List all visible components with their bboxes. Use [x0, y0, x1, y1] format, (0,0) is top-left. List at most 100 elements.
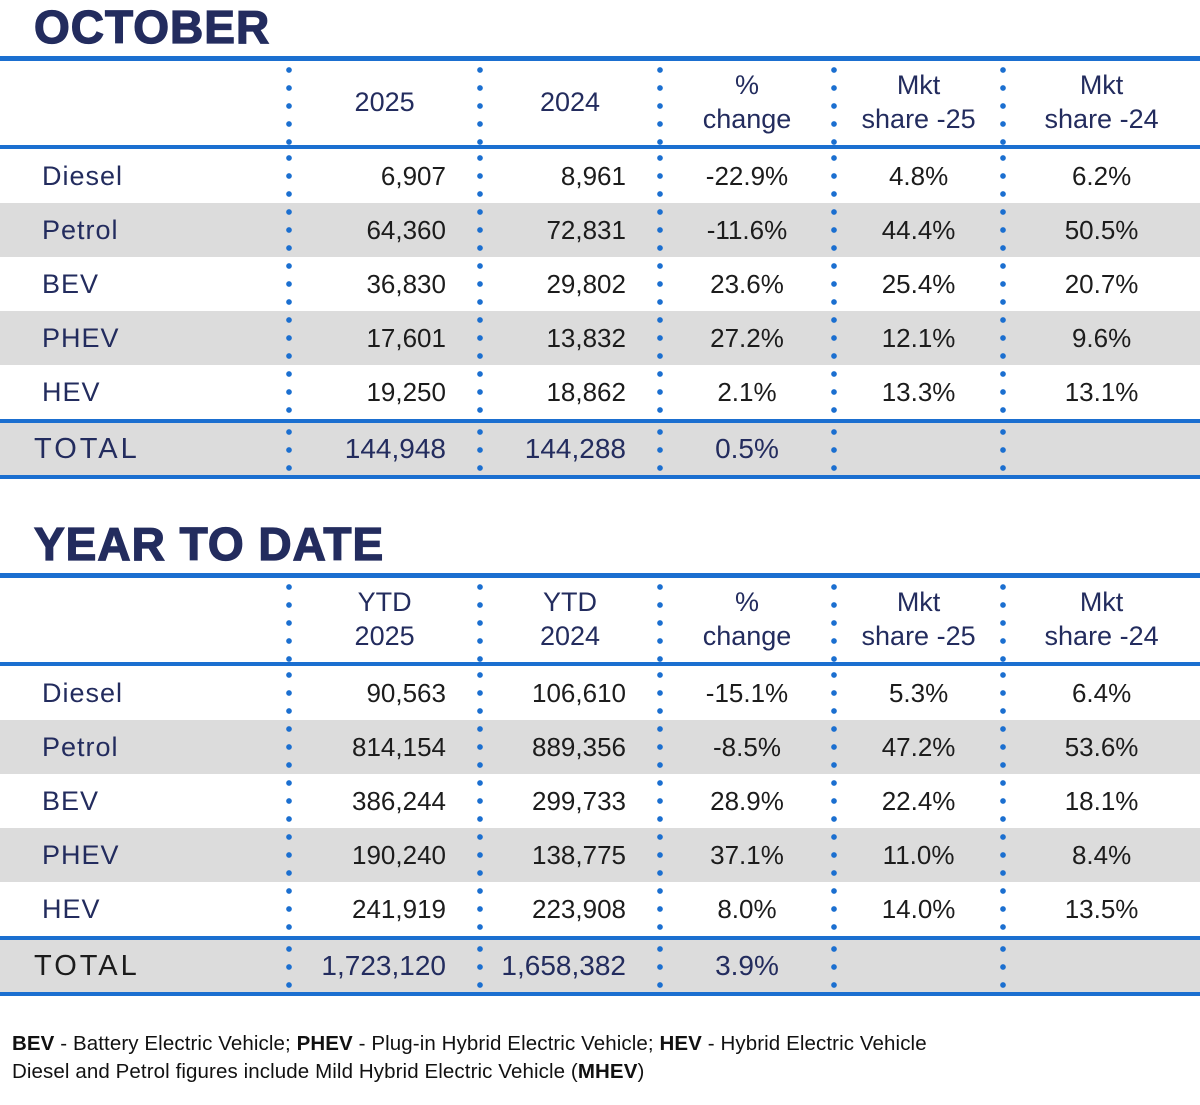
cell-mkt-share-25: 47.2%	[830, 720, 1003, 774]
cell-value-2025: 36,830	[286, 257, 480, 311]
cell-value-2025: 17,601	[286, 311, 480, 365]
cell-pct-change: -15.1%	[656, 666, 834, 720]
cell-mkt-share-25: 13.3%	[830, 365, 1003, 419]
cell-value-ytd-2024: 223,908	[476, 882, 660, 936]
total-pct-change: 3.9%	[656, 940, 834, 992]
cell-mkt-share-25: 14.0%	[830, 882, 1003, 936]
column-header-mkt-share-24: Mkt share -24	[1000, 61, 1200, 145]
total-value-2025: 144,948	[286, 423, 480, 475]
table-row-phev: PHEV 190,240 138,775 37.1% 11.0% 8.4%	[0, 828, 1200, 882]
cell-value-ytd-2025: 241,919	[286, 882, 480, 936]
total-value-ytd-2025: 1,723,120	[286, 940, 480, 992]
footnote-text: - Battery Electric Vehicle;	[54, 1032, 297, 1055]
cell-value-2024: 13,832	[476, 311, 660, 365]
footnote-text: Diesel and Petrol figures include Mild H…	[12, 1060, 578, 1084]
table-row-petrol: Petrol 814,154 889,356 -8.5% 47.2% 53.6%	[0, 720, 1200, 774]
footnote-term-bev: BEV	[12, 1032, 55, 1055]
cell-mkt-share-25: 5.3%	[830, 666, 1003, 720]
cell-pct-change: 27.2%	[656, 311, 834, 365]
header-empty-cell	[0, 578, 289, 662]
cell-pct-change: 28.9%	[656, 774, 834, 828]
ytd-header-row: YTD 2025 YTD 2024 % change Mkt share -25…	[0, 578, 1200, 666]
cell-value-2024: 29,802	[476, 257, 660, 311]
cell-pct-change: -22.9%	[656, 149, 834, 203]
footnote-term-hev: HEV	[659, 1032, 702, 1055]
october-header-row: 2025 2024 % change Mkt share -25 Mkt sha…	[0, 61, 1200, 149]
cell-value-ytd-2025: 386,244	[286, 774, 480, 828]
column-header-ytd-2024: YTD 2024	[476, 578, 660, 662]
cell-mkt-share-25: 4.8%	[830, 149, 1003, 203]
table-row-bev: BEV 386,244 299,733 28.9% 22.4% 18.1%	[0, 774, 1200, 828]
cell-pct-change: 37.1%	[656, 828, 834, 882]
cell-value-2025: 19,250	[286, 365, 480, 419]
october-table: 2025 2024 % change Mkt share -25 Mkt sha…	[0, 56, 1200, 479]
cell-mkt-share-25: 12.1%	[830, 311, 1003, 365]
row-label: BEV	[42, 785, 100, 816]
column-header-pct-change: % change	[656, 61, 834, 145]
total-mkt-share-25	[830, 423, 1003, 475]
cell-mkt-share-24: 8.4%	[1000, 828, 1200, 882]
footnote-text: - Hybrid Electric Vehicle	[701, 1032, 927, 1055]
row-label: HEV	[42, 376, 101, 407]
row-label: Petrol	[42, 214, 119, 245]
total-mkt-share-24	[1000, 940, 1200, 992]
cell-mkt-share-24: 13.1%	[1000, 365, 1200, 419]
footnote-text: )	[637, 1060, 645, 1084]
cell-value-2025: 64,360	[286, 203, 480, 257]
table-row-bev: BEV 36,830 29,802 23.6% 25.4% 20.7%	[0, 257, 1200, 311]
table-row-hev: HEV 19,250 18,862 2.1% 13.3% 13.1%	[0, 365, 1200, 419]
column-header-mkt-share-25: Mkt share -25	[830, 61, 1003, 145]
cell-mkt-share-25: 22.4%	[830, 774, 1003, 828]
table-row-diesel: Diesel 6,907 8,961 -22.9% 4.8% 6.2%	[0, 149, 1200, 203]
footnote-term-phev: PHEV	[296, 1032, 353, 1055]
cell-mkt-share-25: 25.4%	[830, 257, 1003, 311]
section-title-october: OCTOBER	[33, 1, 271, 53]
table-row-total: TOTAL 1,723,120 1,658,382 3.9%	[0, 936, 1200, 992]
cell-mkt-share-24: 13.5%	[1000, 882, 1200, 936]
cell-value-ytd-2024: 889,356	[476, 720, 660, 774]
cell-mkt-share-24: 53.6%	[1000, 720, 1200, 774]
total-pct-change: 0.5%	[656, 423, 834, 475]
column-header-mkt-share-25: Mkt share -25	[830, 578, 1003, 662]
column-header-ytd-2025: YTD 2025	[286, 578, 480, 662]
cell-value-ytd-2024: 106,610	[476, 666, 660, 720]
cell-value-ytd-2025: 814,154	[286, 720, 480, 774]
total-mkt-share-25	[830, 940, 1003, 992]
footnote: BEV - Battery Electric Vehicle; PHEV - P…	[12, 1030, 1200, 1087]
section-title-year-to-date: YEAR TO DATE	[33, 518, 385, 570]
row-label: HEV	[42, 893, 101, 924]
cell-mkt-share-24: 50.5%	[1000, 203, 1200, 257]
row-label: Petrol	[42, 731, 119, 762]
row-label: PHEV	[42, 322, 120, 353]
total-mkt-share-24	[1000, 423, 1200, 475]
column-header-mkt-share-24: Mkt share -24	[1000, 578, 1200, 662]
cell-value-2024: 8,961	[476, 149, 660, 203]
row-label: Diesel	[42, 160, 124, 191]
cell-value-ytd-2025: 190,240	[286, 828, 480, 882]
footnote-line-1: BEV - Battery Electric Vehicle; PHEV - P…	[12, 1030, 1200, 1058]
row-label: BEV	[42, 268, 100, 299]
cell-value-2024: 18,862	[476, 365, 660, 419]
cell-pct-change: 8.0%	[656, 882, 834, 936]
table-row-total: TOTAL 144,948 144,288 0.5%	[0, 419, 1200, 475]
cell-mkt-share-24: 9.6%	[1000, 311, 1200, 365]
cell-mkt-share-25: 11.0%	[830, 828, 1003, 882]
header-empty-cell	[0, 61, 289, 145]
cell-pct-change: -8.5%	[656, 720, 834, 774]
footnote-term-mhev: MHEV	[577, 1060, 638, 1084]
cell-mkt-share-24: 18.1%	[1000, 774, 1200, 828]
footnote-line-2: Diesel and Petrol figures include Mild H…	[12, 1058, 1200, 1086]
cell-value-ytd-2025: 90,563	[286, 666, 480, 720]
cell-value-ytd-2024: 138,775	[476, 828, 660, 882]
cell-pct-change: 23.6%	[656, 257, 834, 311]
cell-value-ytd-2024: 299,733	[476, 774, 660, 828]
total-label: TOTAL	[34, 949, 140, 982]
table-row-hev: HEV 241,919 223,908 8.0% 14.0% 13.5%	[0, 882, 1200, 936]
cell-pct-change: 2.1%	[656, 365, 834, 419]
cell-mkt-share-24: 6.2%	[1000, 149, 1200, 203]
total-value-ytd-2024: 1,658,382	[476, 940, 660, 992]
column-header-2024: 2024	[476, 61, 660, 145]
total-label: TOTAL	[34, 432, 140, 465]
cell-mkt-share-24: 6.4%	[1000, 666, 1200, 720]
table-row-diesel: Diesel 90,563 106,610 -15.1% 5.3% 6.4%	[0, 666, 1200, 720]
